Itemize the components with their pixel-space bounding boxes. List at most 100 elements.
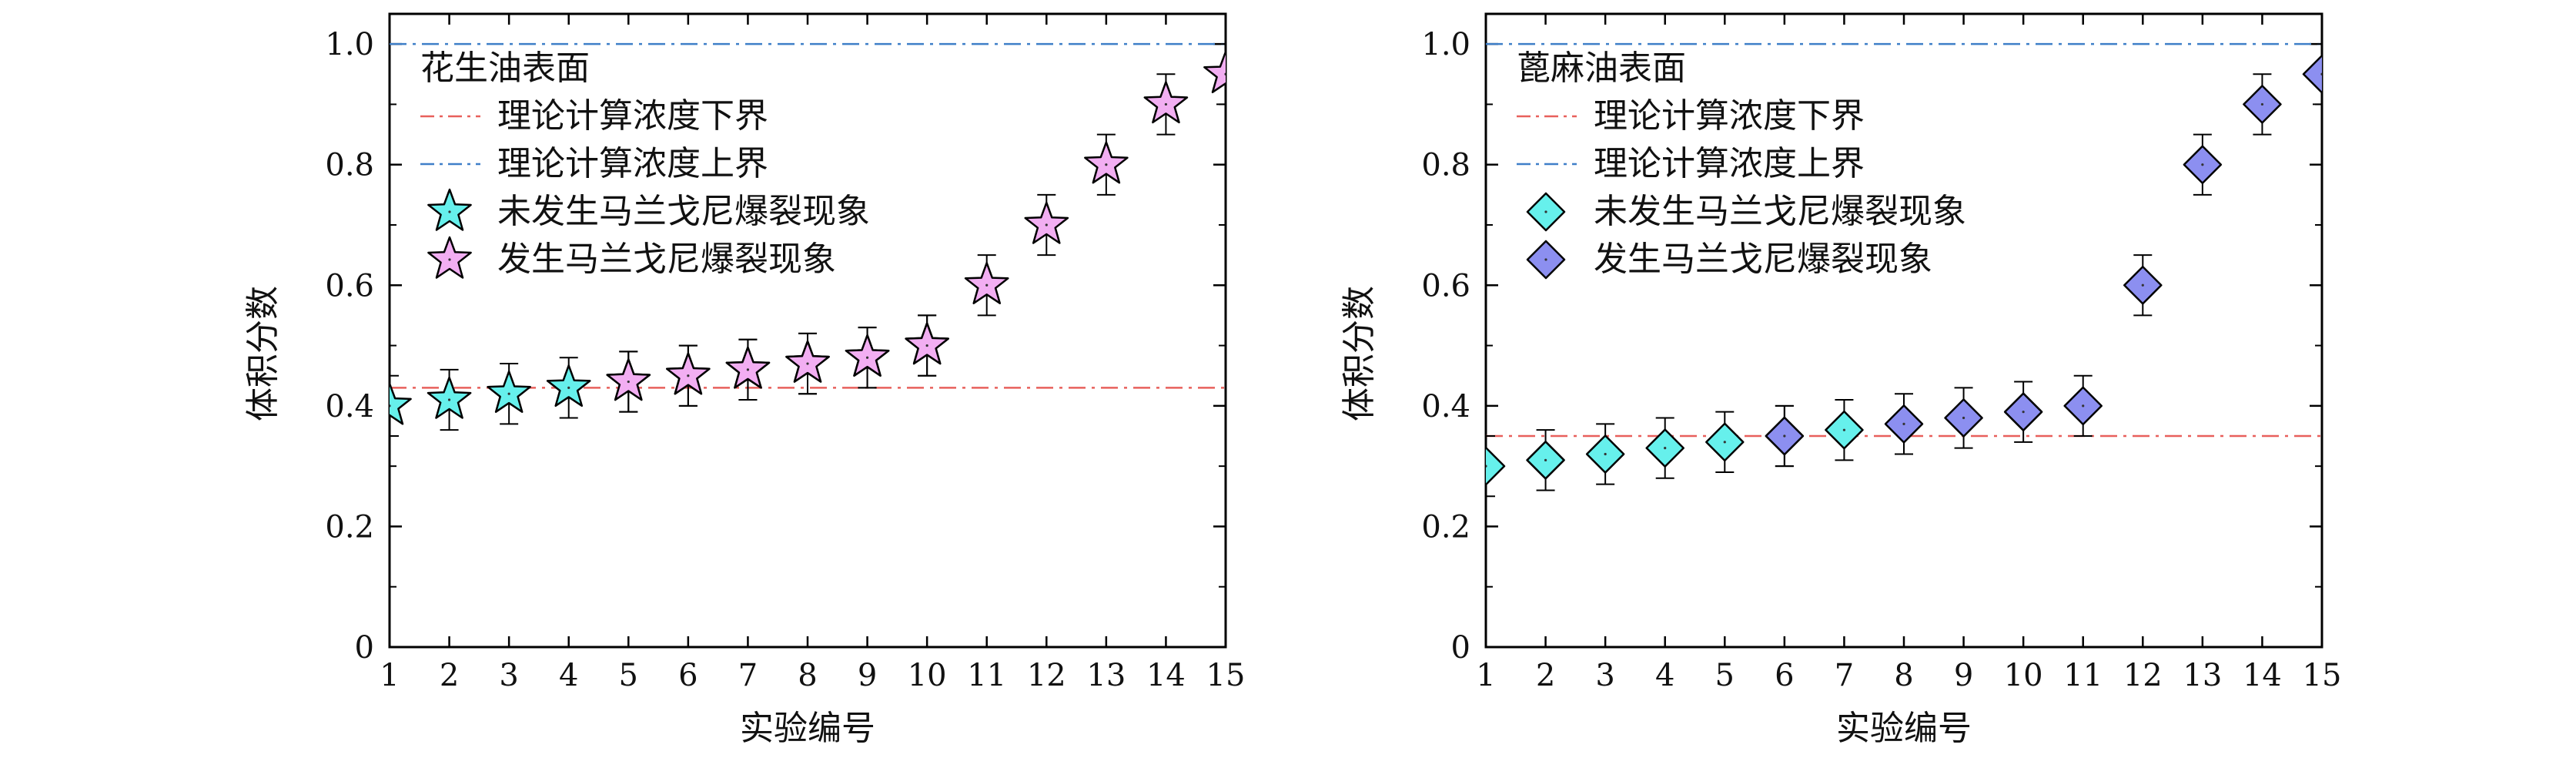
data-point-series-0-center — [507, 392, 510, 395]
data-point-series-1-center — [1105, 163, 1108, 166]
legend-title: 蓖麻油表面 — [1517, 49, 1686, 88]
data-point-series-1-center — [1902, 422, 1905, 425]
legend-label: 发生马兰戈尼爆裂现象 — [497, 240, 836, 279]
data-point-series-1-center — [1045, 223, 1048, 226]
data-point-series-1 — [725, 346, 771, 389]
data-point-series-1-center — [627, 380, 630, 384]
data-point-series-1 — [845, 334, 890, 377]
x-tick-label: 2 — [1536, 658, 1555, 693]
data-point-series-1 — [606, 358, 651, 401]
x-tick-label: 1 — [380, 658, 399, 693]
x-tick-label: 6 — [1775, 658, 1794, 693]
x-tick-label: 6 — [678, 658, 698, 693]
data-point-series-0-center — [1664, 447, 1667, 450]
x-tick-label: 7 — [1835, 658, 1854, 693]
x-tick-label: 1 — [1476, 658, 1495, 693]
data-point-series-1-center — [806, 362, 809, 365]
x-tick-label: 12 — [1027, 658, 1066, 693]
data-point-series-1 — [1203, 51, 1226, 93]
x-tick-label: 13 — [1086, 658, 1126, 693]
x-tick-label: 9 — [1954, 658, 1973, 693]
y-tick-label: 0 — [355, 630, 374, 666]
x-tick-label: 12 — [2123, 658, 2163, 693]
data-point-series-1-center — [2260, 102, 2264, 106]
legend-marker-0 — [427, 188, 472, 231]
y-tick-label: 0.2 — [1421, 509, 1470, 545]
y-tick-label: 0 — [1451, 630, 1470, 666]
data-point-series-0 — [1486, 446, 1506, 486]
legend-label: 理论计算浓度下界 — [497, 96, 768, 136]
data-point-series-0-center — [1723, 441, 1726, 444]
data-point-series-1-center — [1164, 102, 1168, 106]
data-point-series-0 — [546, 364, 591, 408]
x-axis-title: 实验编号 — [1836, 709, 1972, 748]
data-point-series-1-center — [2141, 283, 2144, 287]
data-point-series-1-center — [1962, 416, 1965, 420]
x-tick-label: 14 — [2243, 658, 2282, 693]
data-point-series-0-center — [447, 398, 451, 401]
y-tick-label: 0.8 — [1421, 148, 1470, 183]
legend-label: 发生马兰戈尼爆裂现象 — [1594, 240, 1932, 279]
data-point-series-1-center — [985, 283, 989, 287]
legend-marker-0-center — [448, 210, 451, 213]
x-tick-label: 14 — [1146, 658, 1186, 693]
data-point-series-1 — [1084, 141, 1129, 184]
x-tick-label: 5 — [1715, 658, 1735, 693]
x-tick-label: 10 — [2004, 658, 2043, 693]
x-axis-title: 实验编号 — [740, 709, 875, 748]
x-tick-label: 7 — [738, 658, 758, 693]
data-point-series-0-center — [1842, 428, 1846, 431]
data-point-series-0-center — [1604, 452, 1607, 456]
x-tick-label: 3 — [1595, 658, 1614, 693]
x-tick-label: 8 — [798, 658, 817, 693]
legend-label: 理论计算浓度上界 — [497, 144, 768, 183]
data-point-series-1-center — [2201, 163, 2204, 166]
data-point-series-0-center — [390, 404, 391, 408]
data-point-series-0 — [427, 376, 472, 419]
data-layer — [390, 43, 1226, 437]
data-point-series-1-center — [1783, 434, 1786, 438]
data-point-series-1-center — [2320, 72, 2322, 75]
data-point-series-1-center — [1224, 72, 1226, 75]
legend-label: 理论计算浓度下界 — [1594, 96, 1865, 136]
y-tick-label: 0.6 — [325, 268, 374, 304]
data-point-series-1 — [666, 352, 711, 395]
y-tick-label: 1.0 — [325, 27, 374, 62]
data-point-series-1 — [1143, 81, 1189, 124]
x-tick-label: 5 — [619, 658, 638, 693]
legend-marker-1-center — [448, 258, 451, 261]
x-tick-label: 13 — [2183, 658, 2222, 693]
x-tick-label: 8 — [1894, 658, 1913, 693]
x-tick-label: 4 — [559, 658, 578, 693]
peanut-oil-chart: 1 2 3 4 5 6 7 8 9 10 11 12 13 14 1500.20.40.60.81.0实验编… — [243, 12, 1246, 748]
x-tick-label: 15 — [2303, 658, 2342, 693]
y-tick-label: 0.8 — [325, 148, 374, 183]
legend-marker-1-center — [1544, 258, 1547, 261]
data-point-series-0-center — [1486, 465, 1487, 468]
x-tick-label: 9 — [858, 658, 877, 693]
data-point-series-1-center — [2082, 404, 2085, 408]
data-point-series-1-center — [925, 344, 928, 347]
legend-marker-1 — [427, 236, 472, 279]
data-point-series-0-center — [567, 386, 570, 389]
y-tick-label: 0.6 — [1421, 268, 1470, 304]
y-tick-label: 0.2 — [325, 509, 374, 545]
y-tick-label: 0.4 — [1421, 389, 1470, 424]
data-point-series-1 — [2302, 55, 2322, 94]
x-tick-label: 3 — [499, 658, 518, 693]
data-point-series-1-center — [746, 368, 750, 371]
data-point-series-1 — [1024, 201, 1069, 244]
y-tick-label: 1.0 — [1421, 27, 1470, 62]
x-tick-label: 10 — [908, 658, 947, 693]
data-point-series-1-center — [687, 374, 690, 377]
data-point-series-1 — [964, 262, 1009, 304]
y-tick-label: 0.4 — [325, 389, 374, 424]
x-tick-label: 15 — [1206, 658, 1246, 693]
data-point-series-0-center — [1544, 458, 1547, 461]
legend-label: 未发生马兰戈尼爆裂现象 — [1594, 192, 1966, 231]
y-axis-title: 体积分数 — [243, 286, 283, 421]
legend-title: 花生油表面 — [420, 49, 590, 88]
x-tick-label: 4 — [1655, 658, 1674, 693]
x-tick-label: 11 — [967, 658, 1006, 693]
